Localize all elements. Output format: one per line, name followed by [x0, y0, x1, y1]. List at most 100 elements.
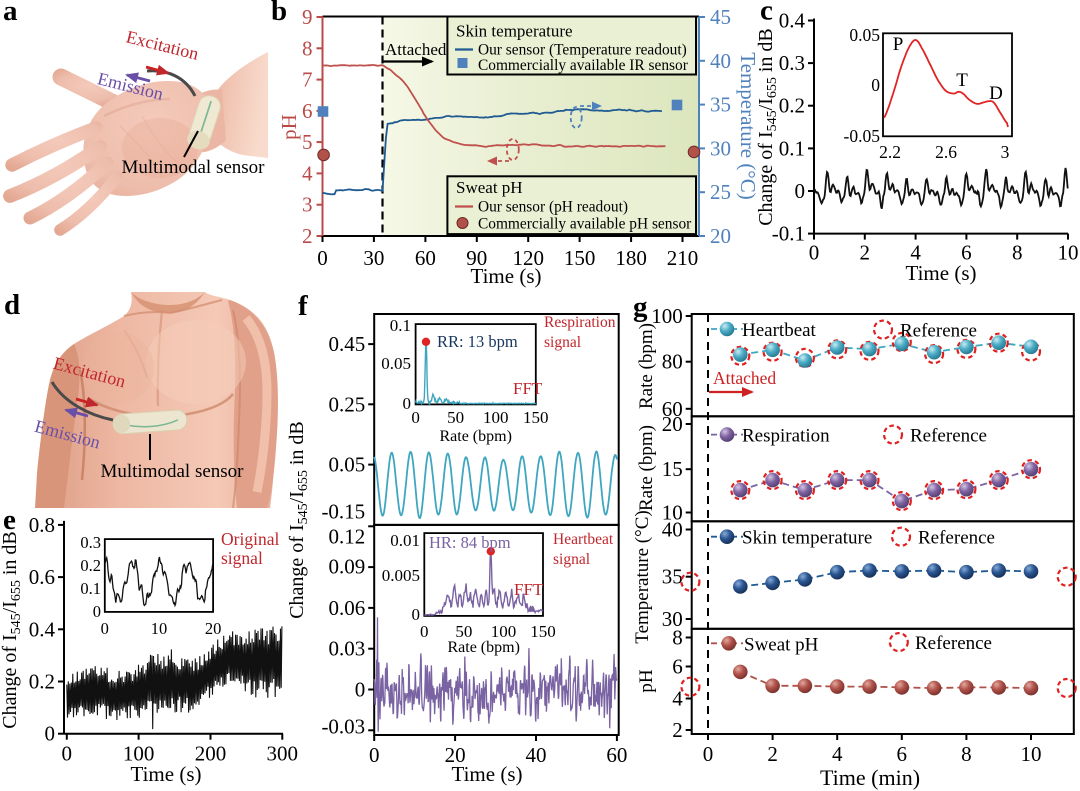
svg-text:20: 20 — [445, 743, 466, 767]
svg-text:180: 180 — [615, 246, 647, 270]
svg-text:Heartbeat: Heartbeat — [553, 531, 614, 548]
svg-text:0.12: 0.12 — [328, 525, 365, 549]
svg-text:D: D — [989, 83, 1003, 104]
svg-text:Rate (bpm): Rate (bpm) — [439, 428, 511, 445]
svg-text:Rate (bpm): Rate (bpm) — [447, 639, 519, 656]
svg-text:150: 150 — [523, 408, 549, 427]
svg-text:210: 210 — [667, 246, 699, 270]
svg-text:-0.03: -0.03 — [321, 714, 365, 738]
svg-text:0.1: 0.1 — [80, 579, 101, 598]
svg-text:40: 40 — [662, 518, 683, 542]
svg-text:35: 35 — [662, 565, 683, 589]
svg-text:60: 60 — [415, 246, 436, 270]
svg-text:8: 8 — [672, 626, 683, 650]
svg-text:100: 100 — [491, 622, 517, 641]
svg-text:Rate (bpm): Rate (bpm) — [636, 425, 657, 511]
svg-text:Attached: Attached — [713, 368, 776, 388]
svg-text:2.2: 2.2 — [879, 142, 901, 162]
svg-text:90: 90 — [466, 246, 487, 270]
svg-text:60: 60 — [606, 743, 627, 767]
svg-text:0: 0 — [420, 622, 429, 641]
svg-text:Skin temperature: Skin temperature — [742, 528, 872, 549]
svg-text:10: 10 — [662, 501, 683, 525]
svg-text:T: T — [956, 70, 968, 91]
svg-text:FFT: FFT — [513, 379, 543, 398]
svg-text:4: 4 — [672, 687, 683, 711]
svg-text:0.2: 0.2 — [779, 94, 805, 118]
svg-text:0.1: 0.1 — [779, 136, 805, 160]
svg-text:FFT: FFT — [514, 580, 544, 599]
svg-text:300: 300 — [267, 742, 299, 766]
svg-text:35: 35 — [710, 93, 731, 117]
svg-text:9: 9 — [302, 5, 313, 29]
svg-text:-0.15: -0.15 — [321, 500, 365, 524]
svg-text:30: 30 — [710, 136, 731, 160]
svg-text:Skin temperature: Skin temperature — [456, 22, 573, 41]
svg-text:0.01: 0.01 — [390, 531, 420, 550]
svg-text:0.4: 0.4 — [29, 617, 56, 641]
svg-text:50: 50 — [455, 622, 472, 641]
svg-text:0: 0 — [412, 605, 421, 624]
svg-text:10: 10 — [151, 619, 168, 638]
svg-text:Attached: Attached — [385, 40, 447, 59]
svg-text:30: 30 — [363, 246, 384, 270]
svg-text:d: d — [4, 289, 20, 321]
svg-text:20: 20 — [710, 224, 731, 248]
svg-text:0.06: 0.06 — [328, 596, 365, 620]
svg-text:4: 4 — [910, 241, 921, 265]
svg-text:40: 40 — [710, 49, 731, 73]
svg-text:-0.05: -0.05 — [844, 126, 881, 146]
svg-text:0.05: 0.05 — [381, 354, 411, 373]
svg-text:pH: pH — [277, 114, 301, 140]
svg-text:Commercially available pH sens: Commercially available pH sensor — [478, 216, 691, 233]
svg-text:4: 4 — [302, 161, 313, 185]
svg-text:100: 100 — [651, 304, 683, 328]
svg-text:0.05: 0.05 — [849, 25, 880, 45]
svg-text:0.09: 0.09 — [328, 555, 365, 579]
svg-text:Reference: Reference — [900, 321, 977, 342]
svg-text:Time (min): Time (min) — [820, 765, 920, 790]
svg-text:a: a — [3, 0, 18, 27]
svg-text:2: 2 — [860, 241, 871, 265]
svg-text:8: 8 — [302, 36, 313, 60]
svg-text:P: P — [893, 34, 904, 55]
svg-text:HR: 84 bpm: HR: 84 bpm — [429, 533, 511, 552]
svg-text:20: 20 — [205, 619, 222, 638]
svg-text:RR: 13 bpm: RR: 13 bpm — [437, 332, 518, 351]
svg-text:0: 0 — [355, 678, 366, 702]
svg-text:2.6: 2.6 — [935, 142, 957, 162]
svg-text:0.03: 0.03 — [328, 637, 365, 661]
svg-text:Time (s): Time (s) — [131, 762, 202, 786]
svg-text:2: 2 — [767, 742, 778, 766]
svg-text:6: 6 — [672, 655, 683, 679]
svg-text:0.4: 0.4 — [779, 9, 806, 33]
svg-text:Respiration: Respiration — [742, 426, 830, 447]
svg-text:25: 25 — [710, 180, 731, 204]
svg-text:150: 150 — [564, 246, 596, 270]
svg-text:Heartbeat: Heartbeat — [742, 320, 817, 341]
svg-text:-0.1: -0.1 — [772, 222, 805, 246]
svg-text:Commercially available IR sens: Commercially available IR sensor — [478, 57, 688, 74]
svg-text:3: 3 — [1001, 142, 1010, 162]
svg-text:0.05: 0.05 — [328, 453, 365, 477]
svg-text:8: 8 — [1012, 241, 1023, 265]
svg-text:100: 100 — [483, 408, 509, 427]
svg-text:Respiration: Respiration — [544, 314, 616, 331]
svg-text:0: 0 — [403, 394, 412, 413]
svg-text:10: 10 — [1021, 742, 1042, 766]
svg-text:Rate (bpm): Rate (bpm) — [636, 323, 657, 409]
svg-text:0: 0 — [101, 619, 109, 638]
svg-text:Time (s): Time (s) — [906, 261, 977, 285]
svg-text:2: 2 — [672, 718, 683, 742]
svg-text:5: 5 — [302, 130, 313, 154]
svg-text:0: 0 — [369, 743, 380, 767]
svg-text:Change of I545/I655 in dB: Change of I545/I655 in dB — [286, 421, 311, 619]
svg-text:Temperature (°C): Temperature (°C) — [736, 52, 760, 199]
svg-text:120: 120 — [512, 246, 544, 270]
svg-text:0: 0 — [795, 179, 806, 203]
svg-text:0.005: 0.005 — [382, 566, 420, 585]
svg-text:pH: pH — [636, 669, 657, 693]
svg-text:Sweat pH: Sweat pH — [744, 634, 819, 655]
svg-text:15: 15 — [662, 457, 683, 481]
svg-text:Our sensor (pH readout): Our sensor (pH readout) — [478, 199, 628, 216]
